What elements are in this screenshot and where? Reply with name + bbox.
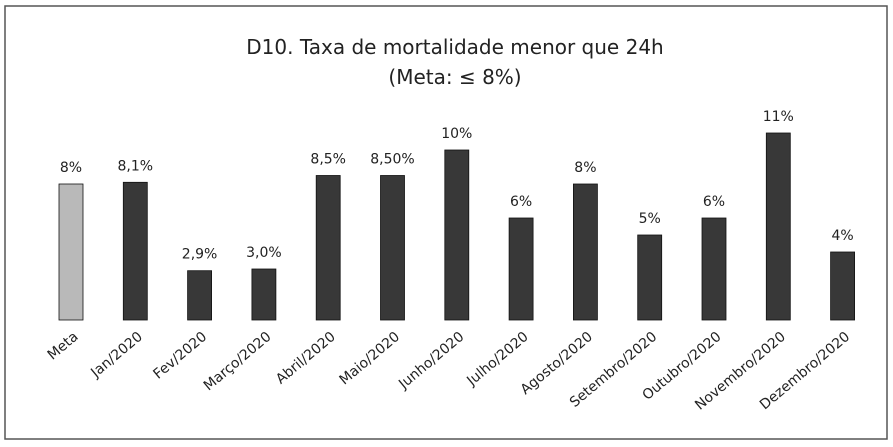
chart-title: D10. Taxa de mortalidade menor que 24h — [246, 35, 663, 59]
bar — [508, 217, 534, 321]
bar — [573, 183, 598, 321]
value-label: 8,5% — [310, 152, 346, 168]
value-label: 8,50% — [370, 152, 414, 168]
chart-subtitle: (Meta: ≤ 8%) — [388, 65, 521, 89]
value-label: 11% — [763, 109, 794, 125]
bar — [122, 181, 148, 321]
value-label: 10% — [441, 126, 472, 142]
value-label: 5% — [639, 211, 661, 227]
bar — [637, 234, 663, 321]
value-label: 8% — [60, 160, 82, 176]
value-label: 3,0% — [246, 245, 282, 261]
bar — [444, 149, 470, 321]
value-label: 6% — [703, 194, 725, 210]
bar — [315, 175, 341, 321]
bar — [380, 175, 405, 321]
value-label: 6% — [510, 194, 532, 210]
value-label: 4% — [831, 228, 853, 244]
value-label: 2,9% — [182, 247, 218, 263]
value-label: 8,1% — [118, 158, 154, 174]
bar — [251, 268, 277, 321]
value-label: 8% — [574, 160, 596, 176]
bar — [830, 251, 855, 321]
bar — [765, 132, 791, 321]
bar — [58, 183, 84, 321]
bar — [701, 217, 727, 321]
bar — [187, 270, 213, 321]
